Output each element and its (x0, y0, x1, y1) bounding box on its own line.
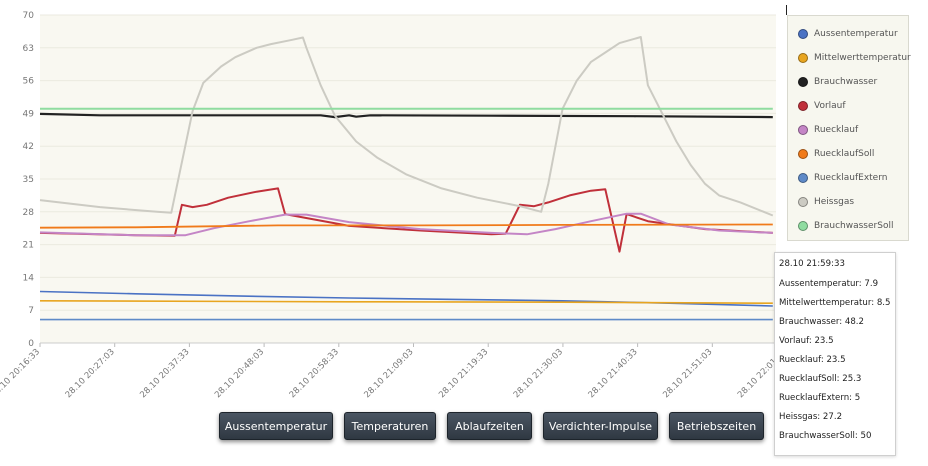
y-tick-label: 14 (23, 273, 35, 283)
legend-item[interactable]: BrauchwasserSoll (798, 219, 893, 233)
legend-item[interactable]: Vorlauf (798, 99, 846, 113)
tooltip-line: Heissgas: 27.2 (779, 412, 843, 422)
legend-label: Heissgas (814, 197, 855, 207)
x-tick-label: 28.10 20:48:03 (213, 347, 266, 400)
tooltip-line: RuecklaufSoll: 25.3 (779, 374, 862, 384)
legend-swatch (798, 197, 808, 207)
y-tick-label: 49 (23, 109, 35, 119)
legend-item[interactable]: Ruecklauf (798, 123, 858, 137)
legend-label: Vorlauf (814, 101, 846, 111)
y-tick-label: 56 (23, 77, 35, 87)
tooltip-line: Ruecklauf: 23.5 (779, 355, 846, 365)
x-tick-label: 28.10 20:27:03 (64, 347, 117, 400)
legend-item[interactable]: Brauchwasser (798, 75, 877, 89)
series-line-ruecklauf (39, 212, 773, 237)
tooltip-line: RuecklaufExtern: 5 (779, 393, 861, 403)
x-tick-label: 28.10 21:09:03 (362, 347, 415, 400)
verdichter-impulse-button[interactable]: Verdichter-Impulse (543, 412, 658, 440)
legend-label: RuecklaufExtern (814, 173, 888, 183)
legend-item[interactable]: Heissgas (798, 195, 854, 209)
tooltip-line: BrauchwasserSoll: 50 (779, 431, 872, 441)
legend-item[interactable]: Mittelwerttemperatur (798, 51, 911, 65)
x-tick-label: 28.10 20:37:33 (138, 347, 191, 400)
y-tick-label: 63 (23, 44, 34, 54)
y-tick-label: 42 (23, 142, 34, 152)
legend-item[interactable]: RuecklaufSoll (798, 147, 874, 161)
text-cursor-mark (786, 5, 787, 15)
legend-label: Brauchwasser (814, 77, 878, 87)
x-tick-label: 28.10 20:16:33 (0, 347, 42, 400)
legend-label: BrauchwasserSoll (814, 221, 894, 231)
legend-item[interactable]: Aussentemperatur (798, 27, 898, 41)
legend-label: RuecklaufSoll (814, 149, 875, 159)
y-tick-label: 21 (23, 241, 34, 251)
y-tick-label: 70 (23, 11, 35, 21)
aussentemperatur-button[interactable]: Aussentemperatur (219, 412, 333, 440)
x-tick-label: 28.10 21:40:33 (587, 347, 640, 400)
legend-label: Aussentemperatur (814, 29, 898, 39)
tooltip-line: Vorlauf: 23.5 (779, 336, 834, 346)
legend-swatch (798, 125, 808, 135)
betriebszeiten-button[interactable]: Betriebszeiten (669, 412, 764, 440)
y-tick-label: 7 (28, 306, 34, 316)
series-line-vorlauf (39, 187, 773, 253)
legend-swatch (798, 29, 808, 39)
tooltip-header: 28.10 21:59:33 (779, 259, 845, 269)
x-tick-label: 28.10 21:19:33 (437, 347, 490, 400)
legend-swatch (798, 77, 808, 87)
temperaturen-button[interactable]: Temperaturen (344, 412, 436, 440)
x-tick-label: 28.10 21:30:03 (512, 347, 565, 400)
x-tick-label: 28.10 20:58:33 (288, 347, 341, 400)
series-line-mittelwerttemperatur (39, 300, 773, 304)
ablaufzeiten-button[interactable]: Ablaufzeiten (447, 412, 532, 440)
series-line-heissgas (39, 36, 774, 217)
series-line-brauchwasser (39, 112, 773, 119)
legend-item[interactable]: RuecklaufExtern (798, 171, 887, 185)
chart-legend: Aussentemperatur Mittelwerttemperatur Brau… (787, 15, 911, 241)
legend-swatch (798, 101, 808, 111)
y-tick-label: 28 (23, 208, 35, 218)
legend-label: Mittelwerttemperatur (814, 53, 911, 63)
series-line-ruecklaufsoll (39, 223, 773, 229)
x-tick-label: 28.10 21:51:03 (661, 347, 714, 400)
tooltip-line: Aussentemperatur: 7.9 (779, 279, 879, 289)
legend-swatch (798, 173, 808, 183)
legend-swatch (798, 53, 808, 63)
y-tick-label: 0 (28, 339, 34, 349)
hover-tooltip: 28.10 21:59:33 Aussentemperatur: 7.9 Mit… (774, 252, 896, 456)
legend-swatch (798, 149, 808, 159)
legend-swatch (798, 221, 808, 231)
y-tick-label: 35 (23, 175, 34, 185)
tooltip-line: Mittelwerttemperatur: 8.5 (779, 298, 891, 308)
tooltip-line: Brauchwasser: 48.2 (779, 317, 864, 327)
legend-label: Ruecklauf (814, 125, 859, 135)
